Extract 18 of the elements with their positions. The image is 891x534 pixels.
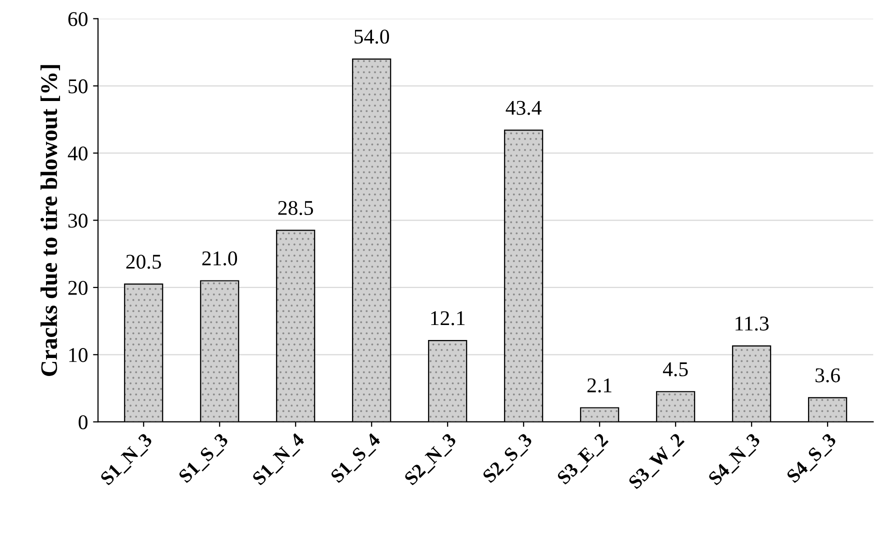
y-tick-label: 20 bbox=[68, 280, 88, 295]
data-label: 3.6 bbox=[816, 368, 840, 382]
data-label: 21.0 bbox=[202, 251, 238, 266]
data-label: 28.5 bbox=[278, 200, 314, 216]
data-label: 2.1 bbox=[587, 378, 612, 392]
y-tick-label: 40 bbox=[68, 146, 88, 161]
data-label: 43.4 bbox=[506, 100, 542, 115]
y-tick-label: 0 bbox=[78, 415, 88, 430]
data-label: 12.1 bbox=[431, 311, 465, 326]
y-axis-title: Cracks due to tire blowout [%] bbox=[40, 65, 60, 376]
y-tick-label: 50 bbox=[68, 79, 88, 94]
data-label: 4.5 bbox=[662, 362, 688, 376]
y-tick-label: 10 bbox=[69, 348, 88, 362]
y-tick-label: 30 bbox=[68, 214, 88, 228]
data-label: 54.0 bbox=[354, 30, 390, 44]
y-tick-label: 60 bbox=[68, 12, 88, 26]
data-label: 20.5 bbox=[126, 254, 162, 269]
data-label: 11.3 bbox=[736, 316, 769, 331]
